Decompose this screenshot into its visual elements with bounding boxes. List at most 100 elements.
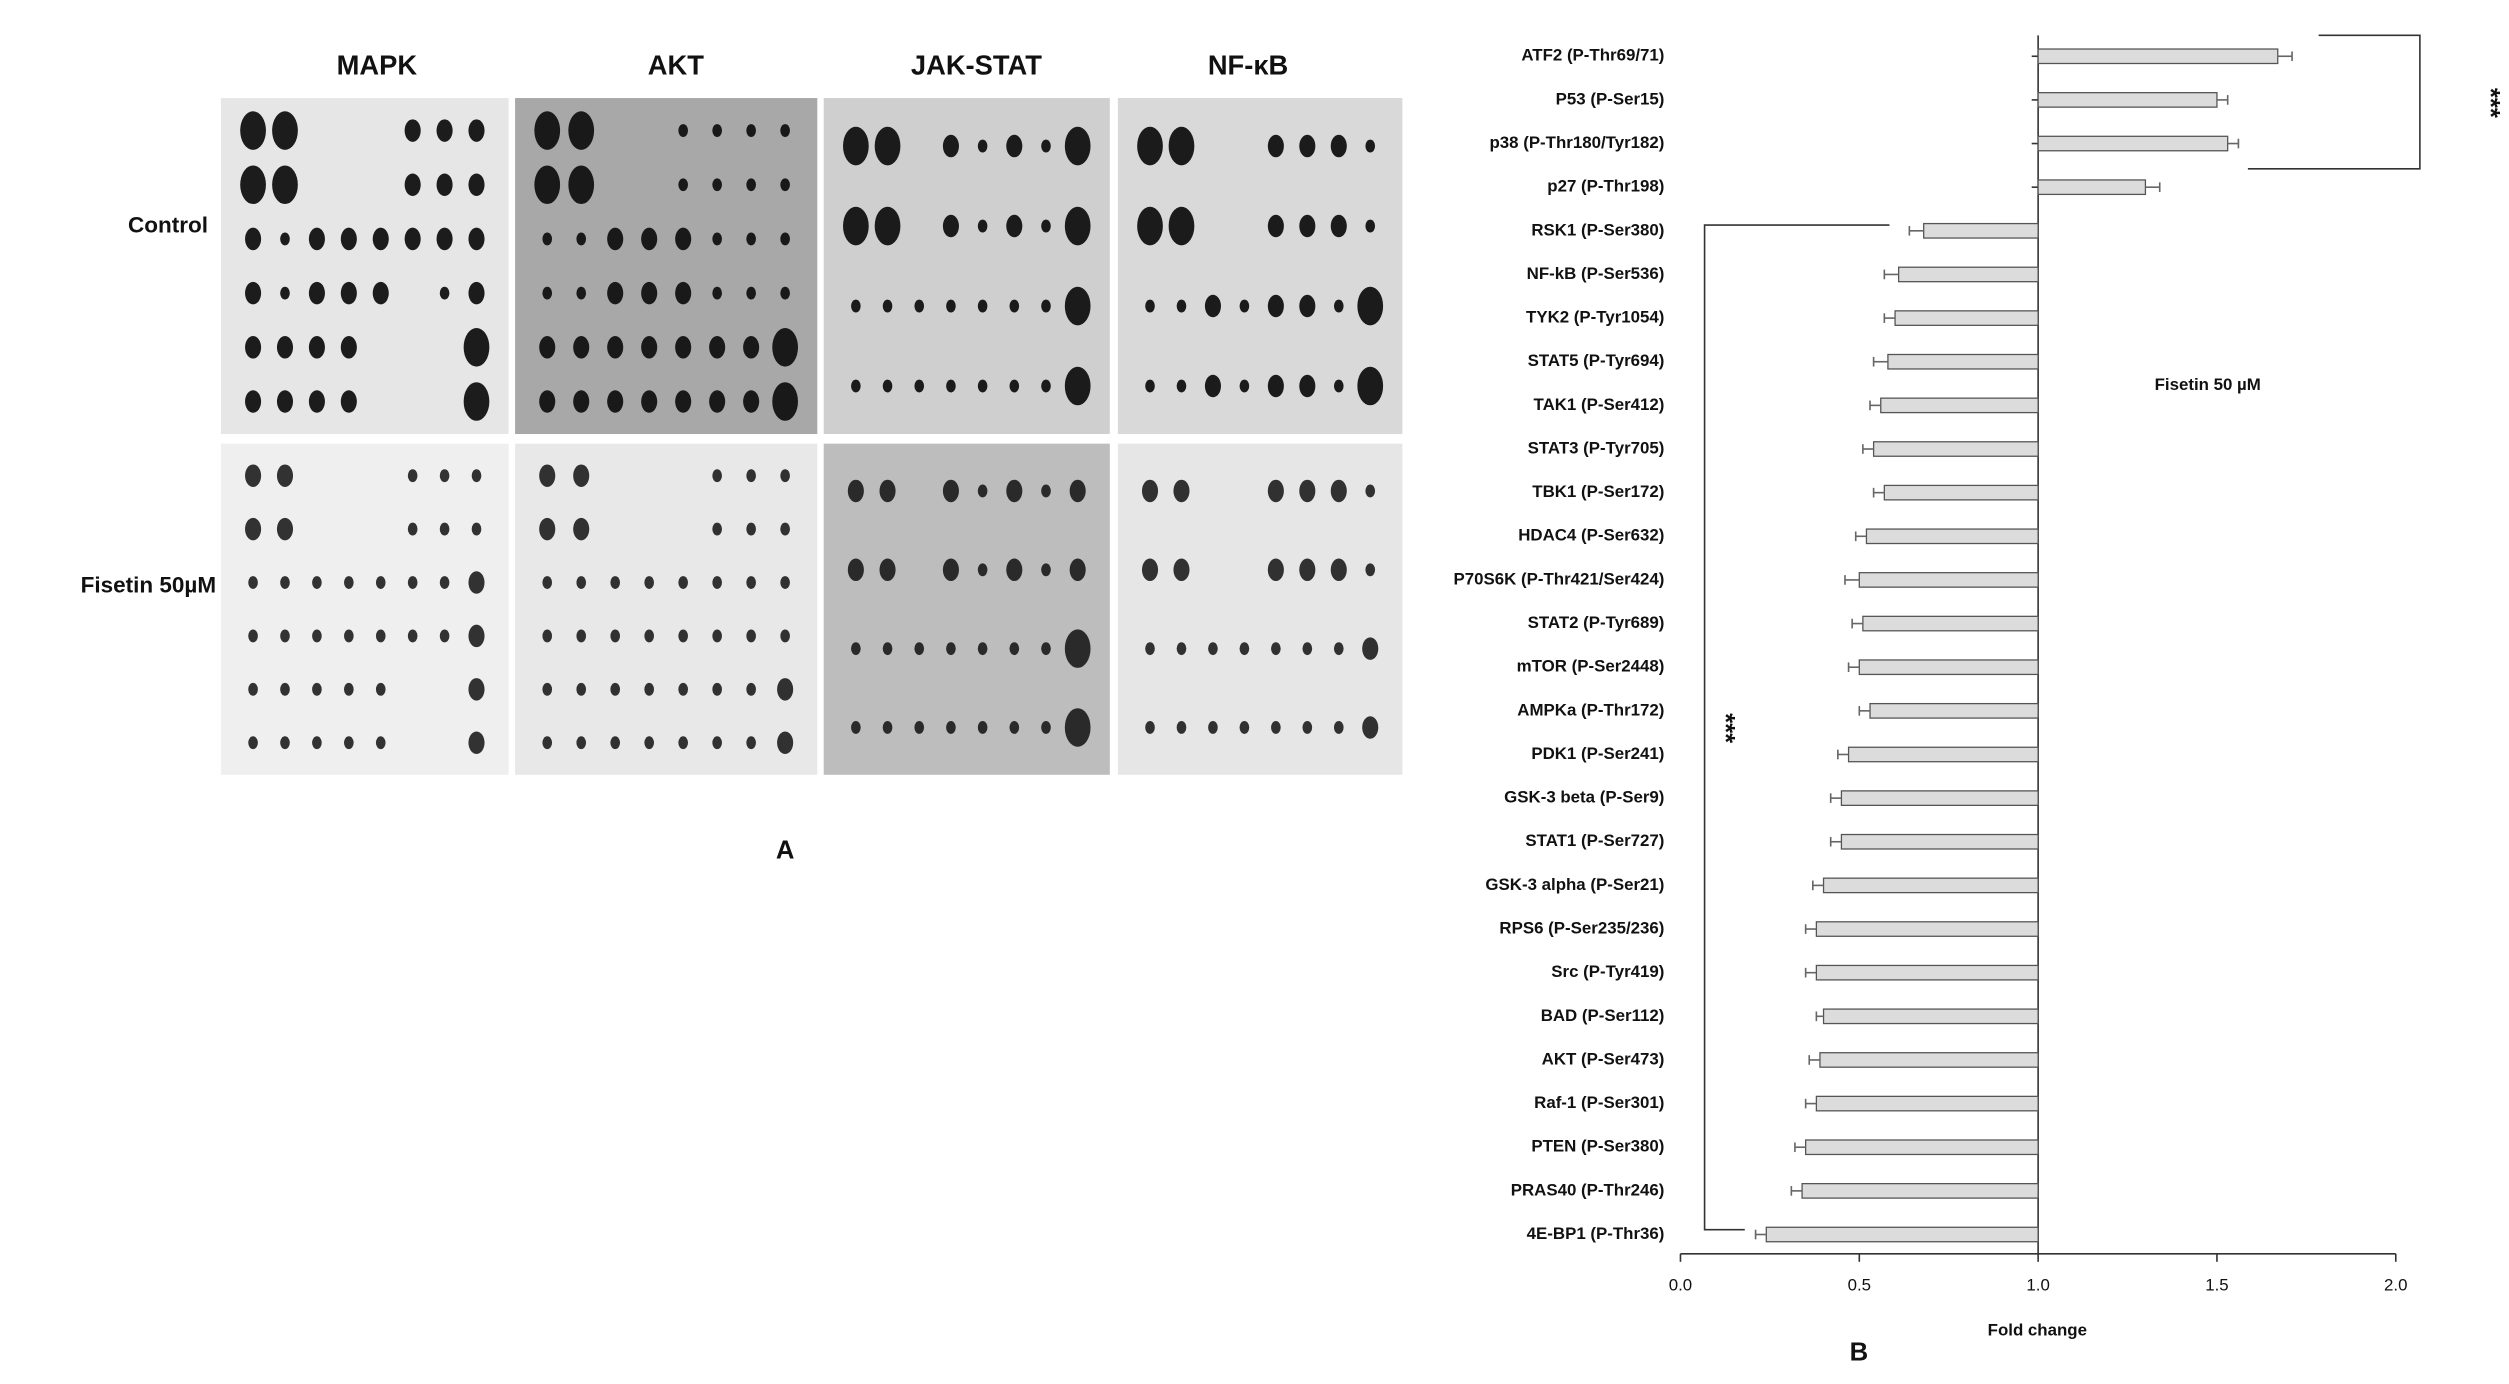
blot-dot — [272, 111, 298, 150]
bar — [1847, 746, 2039, 763]
blot-dot — [977, 219, 988, 233]
error-bar — [2227, 138, 2240, 149]
bar — [1819, 1052, 2039, 1068]
bar — [1872, 441, 2039, 457]
blot-dot — [977, 721, 988, 734]
blot-dot — [977, 379, 988, 393]
blot-dot — [1064, 708, 1091, 747]
blot-dot — [879, 558, 896, 582]
bar — [1765, 1226, 2039, 1243]
blot-dot — [942, 134, 959, 158]
bar — [1869, 702, 2039, 719]
blot-dot — [468, 173, 485, 197]
blot-dot — [1267, 374, 1284, 398]
blot-dot — [1365, 484, 1376, 498]
blot-dot — [678, 736, 688, 750]
blot-dot — [1137, 206, 1163, 246]
blot-dot — [1333, 642, 1344, 656]
blot-dot — [946, 379, 956, 393]
category-label: Raf-1 (P-Ser301) — [1534, 1093, 1664, 1112]
blot-dot — [280, 682, 290, 696]
blot-dot — [576, 232, 587, 246]
blot-dot — [675, 227, 692, 251]
blot-panel — [823, 443, 1110, 775]
blot-dot — [780, 178, 790, 192]
bar — [1805, 1139, 2039, 1156]
blot-dot — [1299, 558, 1316, 582]
blot-dot — [539, 336, 556, 359]
row-label: Control — [128, 213, 208, 238]
blot-dot — [644, 736, 655, 750]
blot-dot — [746, 576, 756, 589]
blot-dot — [777, 678, 794, 701]
blot-dot — [678, 576, 688, 589]
blot-dot — [576, 682, 587, 696]
blot-dot — [780, 629, 790, 643]
blot-panel — [220, 98, 509, 435]
blot-dot — [780, 469, 790, 483]
blot-dot — [308, 227, 325, 251]
category-label: STAT1 (P-Ser727) — [1525, 831, 1664, 850]
blot-dot — [280, 629, 290, 643]
blot-dot — [1041, 139, 1051, 153]
blot-dot — [946, 642, 956, 656]
blot-panel — [1117, 98, 1403, 435]
error-bar — [1808, 1055, 1820, 1065]
error-bar — [1815, 1011, 1824, 1022]
blot-dot — [1041, 379, 1051, 393]
blot-dot — [712, 576, 722, 589]
error-bar — [1908, 225, 1924, 236]
error-bar — [1872, 356, 1888, 367]
blot-dot — [468, 281, 485, 305]
blot-dot — [644, 682, 655, 696]
blot-dot — [1267, 479, 1284, 503]
blot-dot — [842, 206, 869, 246]
category-label: P53 (P-Ser15) — [1556, 89, 1665, 108]
blot-dot — [879, 479, 896, 503]
blot-dot — [1239, 642, 1250, 656]
blot-dot — [977, 484, 988, 498]
blot-dot — [542, 736, 553, 750]
blot-dot — [1173, 479, 1190, 503]
error-bar — [1829, 836, 1842, 847]
bar — [1822, 1008, 2039, 1025]
blot-dot — [746, 736, 756, 750]
blot-dot — [1069, 479, 1086, 503]
category-label: AMPKa (P-Thr172) — [1517, 700, 1664, 719]
blot-dot — [340, 281, 357, 305]
bar — [1862, 615, 2039, 632]
blot-dot — [1239, 379, 1250, 393]
blot-dot — [780, 124, 790, 137]
error-bar — [1804, 1098, 1817, 1109]
error-bar — [1804, 967, 1817, 978]
blot-dot — [468, 624, 485, 648]
bar — [1815, 921, 2039, 937]
blot-dot — [1362, 716, 1379, 739]
blot-dot — [404, 227, 421, 251]
blot-dot — [942, 558, 959, 582]
blot-dot — [542, 232, 553, 246]
blot-dot — [573, 517, 590, 541]
row-label: Fisetin 50µM — [81, 573, 217, 598]
bracket — [1703, 224, 1890, 1231]
bar — [1887, 353, 2039, 370]
blot-dot — [340, 390, 357, 413]
blot-dot — [1176, 379, 1187, 393]
blot-dot — [340, 336, 357, 359]
blot-dot — [780, 576, 790, 589]
blot-dot — [772, 328, 798, 367]
blot-dot — [1267, 214, 1284, 238]
category-label: PDK1 (P-Ser241) — [1531, 744, 1664, 763]
blot-dot — [1145, 642, 1155, 656]
category-label: PTEN (P-Ser380) — [1531, 1137, 1664, 1156]
blot-dot — [471, 469, 482, 483]
blot-dot — [375, 629, 386, 643]
category-label: NF-kB (P-Ser536) — [1527, 264, 1665, 283]
blot-dot — [1330, 558, 1347, 582]
blot-dot — [276, 517, 294, 541]
blot-dot — [245, 517, 262, 541]
error-bar — [1847, 662, 1860, 673]
blot-dot — [1208, 642, 1218, 656]
blot-dot — [1208, 721, 1218, 734]
